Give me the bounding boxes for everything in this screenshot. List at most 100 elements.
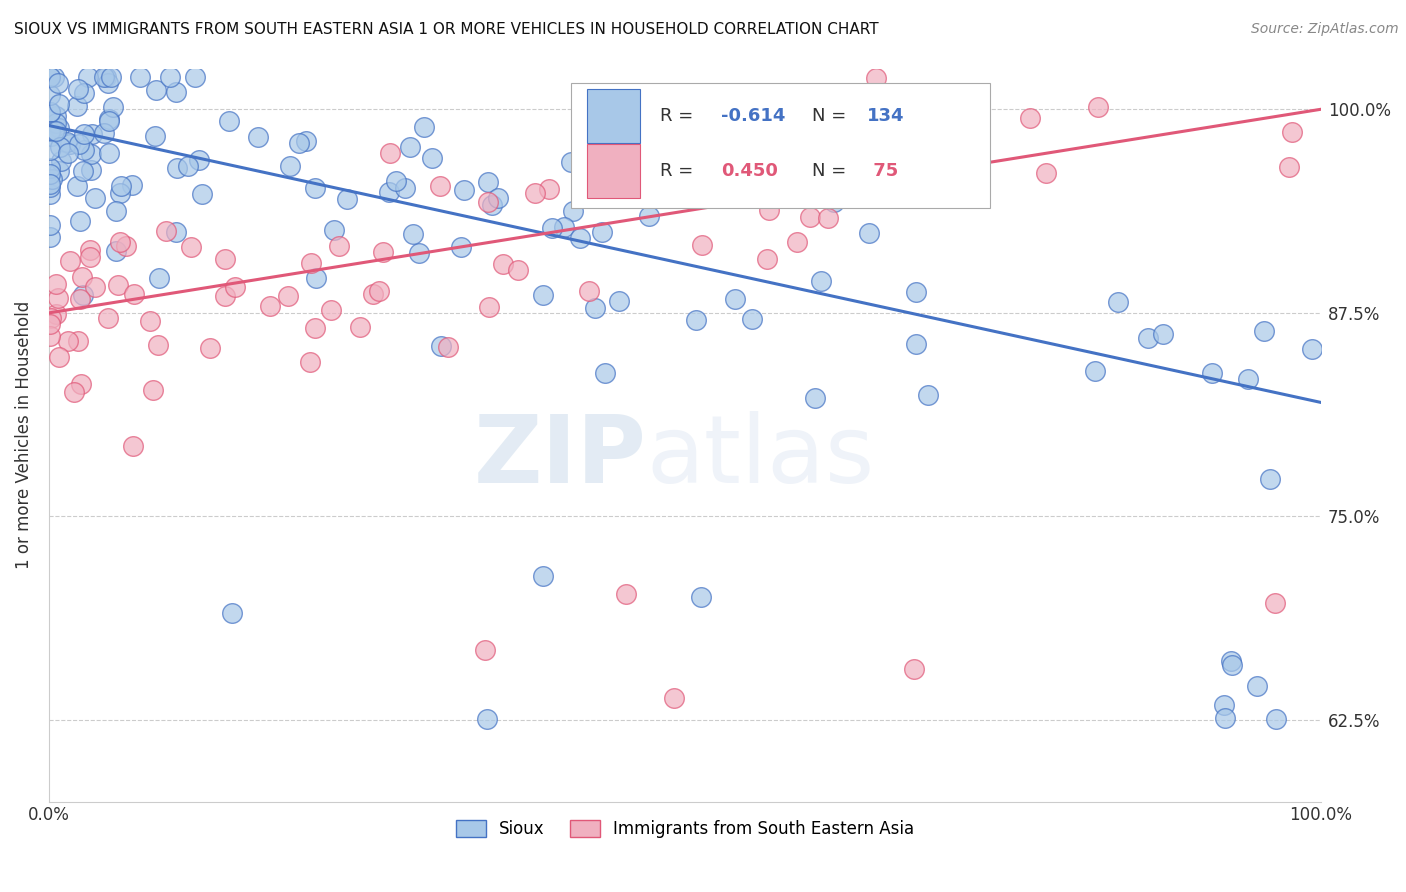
Point xyxy=(385,174,408,188)
Point xyxy=(299,256,322,270)
Point xyxy=(187,153,209,167)
Point xyxy=(48,163,70,178)
Point xyxy=(39,218,62,232)
Point xyxy=(398,140,420,154)
Point xyxy=(1220,654,1243,668)
Text: 134: 134 xyxy=(868,107,904,125)
Point xyxy=(690,590,713,604)
Point xyxy=(73,144,96,158)
Point xyxy=(110,178,132,193)
Text: Source: ZipAtlas.com: Source: ZipAtlas.com xyxy=(1251,22,1399,37)
FancyBboxPatch shape xyxy=(571,83,990,208)
Point xyxy=(39,317,62,331)
Text: R =: R = xyxy=(659,107,699,125)
Point xyxy=(39,105,62,120)
Point xyxy=(1264,596,1286,610)
Point xyxy=(84,280,107,294)
Point xyxy=(96,70,118,84)
Y-axis label: 1 or more Vehicles in Household: 1 or more Vehicles in Household xyxy=(15,301,32,569)
Point xyxy=(541,220,564,235)
Point xyxy=(903,662,925,676)
Text: N =: N = xyxy=(813,107,852,125)
Point xyxy=(56,334,79,348)
Point xyxy=(49,140,72,154)
Point xyxy=(758,203,780,218)
Point xyxy=(741,311,763,326)
Point xyxy=(39,161,62,175)
Point xyxy=(80,146,103,161)
Text: 0.450: 0.450 xyxy=(721,162,778,180)
Point xyxy=(607,293,630,308)
Point xyxy=(165,85,187,99)
Point xyxy=(184,70,207,84)
Text: R =: R = xyxy=(659,162,699,180)
Point xyxy=(214,252,236,266)
Point xyxy=(1035,166,1057,180)
Point xyxy=(917,388,939,402)
Point xyxy=(634,137,657,152)
FancyBboxPatch shape xyxy=(588,89,641,144)
Point xyxy=(67,82,90,96)
Point xyxy=(155,224,177,238)
Point xyxy=(531,287,554,301)
Point xyxy=(83,191,105,205)
Point xyxy=(121,178,143,193)
Point xyxy=(98,114,121,128)
Point xyxy=(59,253,82,268)
Point xyxy=(553,219,575,234)
Point xyxy=(46,76,69,90)
Point xyxy=(97,76,120,90)
Point xyxy=(486,191,509,205)
Point xyxy=(145,83,167,97)
Point xyxy=(218,113,240,128)
Point xyxy=(1246,679,1268,693)
Point xyxy=(39,70,62,84)
Point xyxy=(349,320,371,334)
Point xyxy=(803,392,825,406)
Point xyxy=(477,194,499,209)
Point xyxy=(45,307,67,321)
Point xyxy=(80,127,103,141)
Point xyxy=(717,166,740,180)
Point xyxy=(39,144,62,158)
Point xyxy=(246,130,269,145)
Point xyxy=(865,70,887,85)
Point xyxy=(45,124,67,138)
Point xyxy=(100,70,122,84)
Point xyxy=(591,225,613,239)
Point xyxy=(39,167,62,181)
Point xyxy=(104,244,127,258)
Point xyxy=(39,128,62,143)
Point xyxy=(1236,372,1258,386)
Point xyxy=(122,287,145,301)
Point xyxy=(295,134,318,148)
Point xyxy=(690,237,713,252)
Point xyxy=(756,252,779,266)
Point xyxy=(79,163,101,178)
Point xyxy=(214,288,236,302)
Point xyxy=(69,376,91,391)
Point xyxy=(1087,100,1109,114)
Point xyxy=(474,643,496,657)
Point xyxy=(1265,712,1288,726)
Point xyxy=(59,136,82,151)
Point xyxy=(105,204,128,219)
Point xyxy=(723,293,745,307)
Point xyxy=(378,145,401,160)
Point xyxy=(108,186,131,200)
Point xyxy=(799,210,821,224)
Point xyxy=(66,334,89,349)
Point xyxy=(1136,331,1159,345)
Point xyxy=(45,110,67,124)
Point xyxy=(198,341,221,355)
Point xyxy=(1277,160,1299,174)
Point xyxy=(108,235,131,249)
Point xyxy=(583,301,606,315)
Point xyxy=(42,124,65,138)
Point xyxy=(321,303,343,318)
Point xyxy=(905,285,928,299)
Point xyxy=(1213,698,1236,712)
Point xyxy=(475,712,498,726)
Point xyxy=(361,287,384,301)
Point xyxy=(786,235,808,249)
